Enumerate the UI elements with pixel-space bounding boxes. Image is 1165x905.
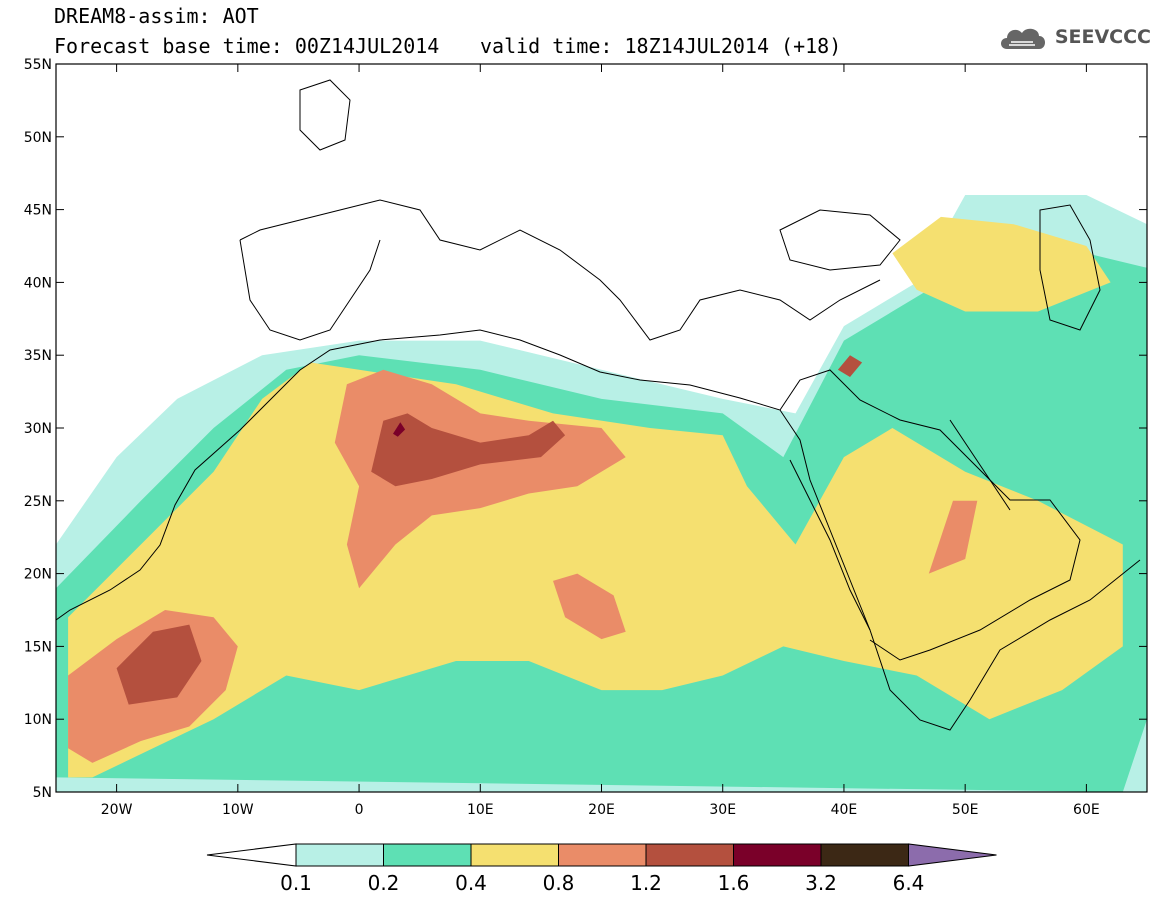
coastline-layer xyxy=(56,79,1141,731)
lon-tick-label: 20E xyxy=(588,802,615,818)
aot-region-3 xyxy=(892,216,1111,312)
colorbar-segment-6 xyxy=(820,843,909,867)
lat-tick-label: 50N xyxy=(24,130,52,146)
aot-region-9 xyxy=(116,624,202,705)
lat-tick-label: 40N xyxy=(24,275,52,291)
colorbar-label: 0.1 xyxy=(280,871,312,895)
lon-tick-label: 60E xyxy=(1073,802,1100,818)
colorbar-low-arrow xyxy=(206,843,297,867)
lon-tick-label: 10E xyxy=(467,802,494,818)
aot-region-6 xyxy=(553,573,626,640)
coastline-caspian xyxy=(1039,204,1101,331)
lat-tick-label: 20N xyxy=(24,567,52,583)
valid-time: valid time: 18Z14JUL2014 (+18) xyxy=(480,34,842,58)
colorbar-segment-3 xyxy=(558,843,647,867)
coastline-britain xyxy=(299,79,351,151)
colorbar-label: 0.8 xyxy=(543,871,575,895)
aot-region-7 xyxy=(928,500,978,574)
map-title: DREAM8-assim: AOT xyxy=(54,4,259,28)
aot-region-2 xyxy=(68,362,1123,778)
lat-tick-label: 15N xyxy=(24,639,52,655)
coastline-black-sea xyxy=(779,209,901,271)
axes: 20W 10W 0 10E 20E 30E 40E 50E 60E 5N 10N 15N 20N 25N 3… xyxy=(24,57,1147,818)
lat-tick-label: 55N xyxy=(24,57,52,73)
lat-tick-label: 25N xyxy=(24,494,52,510)
aot-region-11 xyxy=(393,422,406,437)
colorbar-segment-2 xyxy=(470,843,559,867)
colorbar: 0.1 0.2 0.4 0.8 1.2 1.6 3.2 6.4 xyxy=(206,843,997,895)
base-time: Forecast base time: 00Z14JUL2014 xyxy=(54,34,440,58)
lon-tick-label: 40E xyxy=(831,802,858,818)
colorbar-segment-4 xyxy=(645,843,734,867)
seevccc-logo: SEEVCCC xyxy=(997,22,1151,52)
lon-tick-label: 50E xyxy=(952,802,979,818)
lat-tick-label: 30N xyxy=(24,421,52,437)
colorbar-label: 1.6 xyxy=(718,871,750,895)
lat-tick-label: 5N xyxy=(33,785,52,801)
lon-tick-label: 0 xyxy=(355,802,364,818)
colorbar-label: 3.2 xyxy=(805,871,837,895)
colorbar-label: 6.4 xyxy=(893,871,925,895)
aot-region-8 xyxy=(371,413,566,487)
plot-frame xyxy=(55,63,1148,793)
lat-tick-label: 45N xyxy=(24,203,52,219)
coastline-arabia xyxy=(779,369,1081,661)
lon-tick-label: 10W xyxy=(222,802,254,818)
colorbar-segment-0 xyxy=(295,843,384,867)
aot-region-10 xyxy=(837,355,863,377)
colorbar-segment-5 xyxy=(733,843,822,867)
coastline-red-sea xyxy=(789,459,871,631)
coastline-persian-gulf xyxy=(949,419,1011,511)
colorbar-label: 0.2 xyxy=(368,871,400,895)
coastline-europe xyxy=(239,199,881,341)
colorbar-segment-1 xyxy=(383,843,472,867)
colorbar-label: 1.2 xyxy=(630,871,662,895)
lon-tick-label: 30E xyxy=(709,802,736,818)
logo-text: SEEVCCC xyxy=(1054,26,1151,48)
lon-tick-label: 20W xyxy=(101,802,133,818)
coastline-africa xyxy=(56,329,1141,731)
colorbar-label: 0.4 xyxy=(455,871,487,895)
coastline-iberia xyxy=(239,239,381,341)
cloud-icon xyxy=(1000,28,1045,49)
lat-tick-label: 35N xyxy=(24,348,52,364)
lat-tick-label: 10N xyxy=(24,712,52,728)
colorbar-high-arrow xyxy=(908,843,997,867)
